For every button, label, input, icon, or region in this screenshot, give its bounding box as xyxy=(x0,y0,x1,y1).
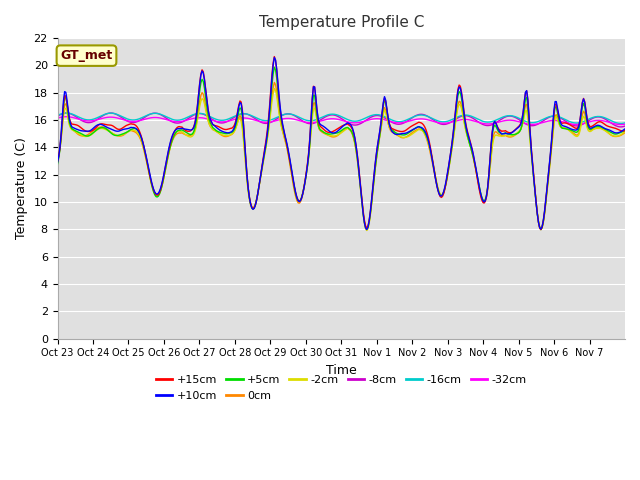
-8cm xyxy=(621,123,629,129)
+15cm xyxy=(54,159,61,165)
Line: +15cm: +15cm xyxy=(58,57,625,229)
-32cm xyxy=(570,121,578,127)
-32cm xyxy=(616,121,624,127)
-16cm xyxy=(54,112,61,118)
+10cm xyxy=(572,127,579,133)
-16cm xyxy=(621,120,629,126)
-16cm xyxy=(372,112,380,118)
-16cm xyxy=(232,113,239,119)
+10cm xyxy=(363,227,371,232)
+15cm xyxy=(472,166,479,172)
0cm xyxy=(401,135,408,141)
-2cm xyxy=(294,198,302,204)
-32cm xyxy=(54,115,61,121)
+10cm xyxy=(54,159,61,165)
0cm xyxy=(473,173,481,179)
0cm xyxy=(374,149,381,155)
0cm xyxy=(271,80,278,85)
-32cm xyxy=(621,121,629,127)
Y-axis label: Temperature (C): Temperature (C) xyxy=(15,137,28,240)
-8cm xyxy=(399,120,407,126)
+10cm xyxy=(271,55,278,60)
Line: -32cm: -32cm xyxy=(58,117,625,124)
0cm xyxy=(572,132,579,137)
+15cm xyxy=(537,227,545,232)
Line: 0cm: 0cm xyxy=(58,83,625,230)
Line: +5cm: +5cm xyxy=(58,67,625,229)
X-axis label: Time: Time xyxy=(326,364,356,377)
+15cm xyxy=(230,123,238,129)
-8cm xyxy=(472,117,479,123)
+10cm xyxy=(473,171,481,177)
-8cm xyxy=(294,115,302,121)
-2cm xyxy=(473,172,481,178)
+5cm xyxy=(399,132,407,138)
+5cm xyxy=(572,129,579,135)
-32cm xyxy=(62,114,70,120)
+15cm xyxy=(399,129,407,134)
0cm xyxy=(54,159,61,165)
Line: +10cm: +10cm xyxy=(58,58,625,229)
-16cm xyxy=(294,114,302,120)
-2cm xyxy=(271,85,278,91)
-2cm xyxy=(230,129,238,134)
0cm xyxy=(363,227,371,233)
-32cm xyxy=(232,116,239,122)
-8cm xyxy=(232,114,239,120)
-16cm xyxy=(570,120,578,126)
-2cm xyxy=(54,156,61,162)
-8cm xyxy=(570,123,578,129)
Text: GT_met: GT_met xyxy=(60,49,113,62)
+15cm xyxy=(271,54,278,60)
-32cm xyxy=(294,117,302,123)
+5cm xyxy=(372,157,380,163)
-2cm xyxy=(401,134,408,140)
-32cm xyxy=(399,120,407,125)
+10cm xyxy=(294,197,302,203)
+15cm xyxy=(294,197,302,203)
-16cm xyxy=(616,120,624,126)
+10cm xyxy=(230,125,238,131)
+5cm xyxy=(621,128,629,133)
+15cm xyxy=(621,128,629,133)
-16cm xyxy=(399,118,407,124)
-8cm xyxy=(54,113,61,119)
-2cm xyxy=(374,147,381,153)
-8cm xyxy=(616,124,624,130)
+5cm xyxy=(472,166,479,171)
Line: -8cm: -8cm xyxy=(58,113,625,127)
+10cm xyxy=(374,144,381,149)
0cm xyxy=(621,130,629,135)
Line: -2cm: -2cm xyxy=(58,88,625,230)
-8cm xyxy=(372,113,380,119)
-32cm xyxy=(372,116,380,121)
-16cm xyxy=(472,115,479,121)
Title: Temperature Profile C: Temperature Profile C xyxy=(259,15,424,30)
+10cm xyxy=(401,131,408,136)
-2cm xyxy=(363,228,371,233)
-8cm xyxy=(107,110,115,116)
+15cm xyxy=(572,125,579,131)
+10cm xyxy=(621,126,629,132)
+5cm xyxy=(230,127,238,133)
+15cm xyxy=(372,153,380,158)
Legend: +15cm, +10cm, +5cm, 0cm, -2cm, -8cm, -16cm, -32cm: +15cm, +10cm, +5cm, 0cm, -2cm, -8cm, -16… xyxy=(151,371,531,405)
-16cm xyxy=(62,110,70,116)
-2cm xyxy=(621,129,629,134)
+5cm xyxy=(271,64,278,70)
+5cm xyxy=(294,198,302,204)
+5cm xyxy=(54,161,61,167)
-2cm xyxy=(572,133,579,139)
0cm xyxy=(294,200,302,205)
Line: -16cm: -16cm xyxy=(58,113,625,123)
-32cm xyxy=(472,119,479,124)
+5cm xyxy=(537,227,545,232)
0cm xyxy=(230,129,238,135)
